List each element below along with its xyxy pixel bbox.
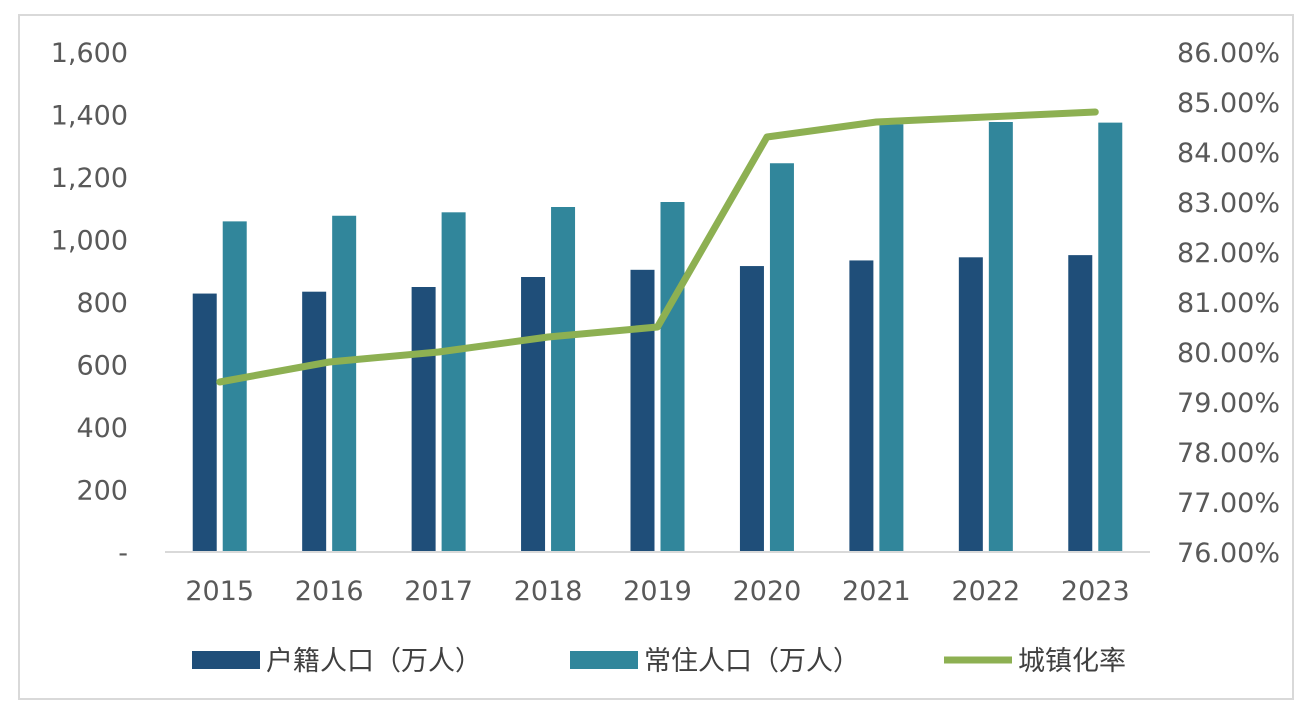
bar-huji — [302, 291, 327, 552]
line-series-group — [216, 108, 1099, 386]
bar-changzhu — [769, 163, 794, 552]
bar-huji — [849, 260, 874, 552]
x-tick-label: 2020 — [733, 576, 802, 607]
legend-label: 常住人口（万人） — [644, 646, 860, 677]
line-urbanization — [216, 108, 1099, 386]
bar-huji — [1068, 255, 1093, 552]
bar-changzhu — [332, 215, 357, 552]
bar-changzhu — [660, 202, 685, 552]
x-tick-label: 2018 — [514, 576, 583, 607]
left-tick-label: 800 — [76, 288, 128, 319]
right-tick-label: 85.00% — [1177, 88, 1280, 119]
left-tick-label: 1,200 — [51, 163, 128, 194]
x-tick-label: 2015 — [185, 576, 254, 607]
legend: 户籍人口（万人） 常住人口（万人） 城镇化率 — [192, 646, 1126, 677]
right-tick-label: 79.00% — [1177, 388, 1280, 419]
bar-changzhu — [1098, 122, 1123, 552]
right-tick-label: 77.00% — [1177, 488, 1280, 519]
right-tick-label: 81.00% — [1177, 288, 1280, 319]
x-tick-label: 2023 — [1061, 576, 1130, 607]
bar-changzhu — [879, 124, 904, 552]
bar-huji — [521, 277, 546, 552]
bar-changzhu — [551, 207, 576, 552]
x-axis: 2015 2016 2017 2018 2019 2020 2021 2022 2023 — [185, 576, 1129, 607]
right-tick-label: 86.00% — [1177, 38, 1280, 69]
right-axis: 76.00% 77.00% 78.00% 79.00% 80.00% 81.00% 82.0… — [1177, 38, 1280, 569]
legend-label: 城镇化率 — [1018, 646, 1126, 677]
right-tick-label: 78.00% — [1177, 438, 1280, 469]
x-tick-label: 2016 — [295, 576, 364, 607]
bars-group — [192, 122, 1123, 552]
left-tick-label: 200 — [76, 476, 128, 507]
left-tick-label: 1,000 — [51, 226, 128, 257]
bar-huji — [630, 269, 655, 552]
bar-changzhu — [222, 221, 247, 552]
legend-swatch — [192, 651, 260, 669]
x-tick-label: 2022 — [951, 576, 1020, 607]
x-tick-label: 2017 — [404, 576, 473, 607]
legend-swatch — [570, 651, 638, 669]
legend-label: 户籍人口（万人） — [266, 646, 482, 677]
bar-changzhu — [441, 212, 466, 552]
bar-huji — [958, 257, 983, 552]
x-tick-label: 2019 — [623, 576, 692, 607]
left-axis: - 200 400 600 800 1,000 1,200 1,400 1,600 — [51, 38, 128, 569]
right-tick-label: 82.00% — [1177, 238, 1280, 269]
left-tick-label: 600 — [76, 351, 128, 382]
left-tick-label: - — [118, 538, 128, 569]
bar-changzhu — [988, 122, 1013, 552]
right-tick-label: 84.00% — [1177, 138, 1280, 169]
bar-huji — [739, 266, 764, 552]
right-tick-label: 80.00% — [1177, 338, 1280, 369]
right-tick-label: 76.00% — [1177, 538, 1280, 569]
x-tick-label: 2021 — [842, 576, 911, 607]
left-tick-label: 1,600 — [51, 38, 128, 69]
bar-huji — [192, 293, 217, 552]
left-tick-label: 400 — [76, 413, 128, 444]
right-tick-label: 83.00% — [1177, 188, 1280, 219]
bar-huji — [411, 287, 436, 552]
left-tick-label: 1,400 — [51, 101, 128, 132]
